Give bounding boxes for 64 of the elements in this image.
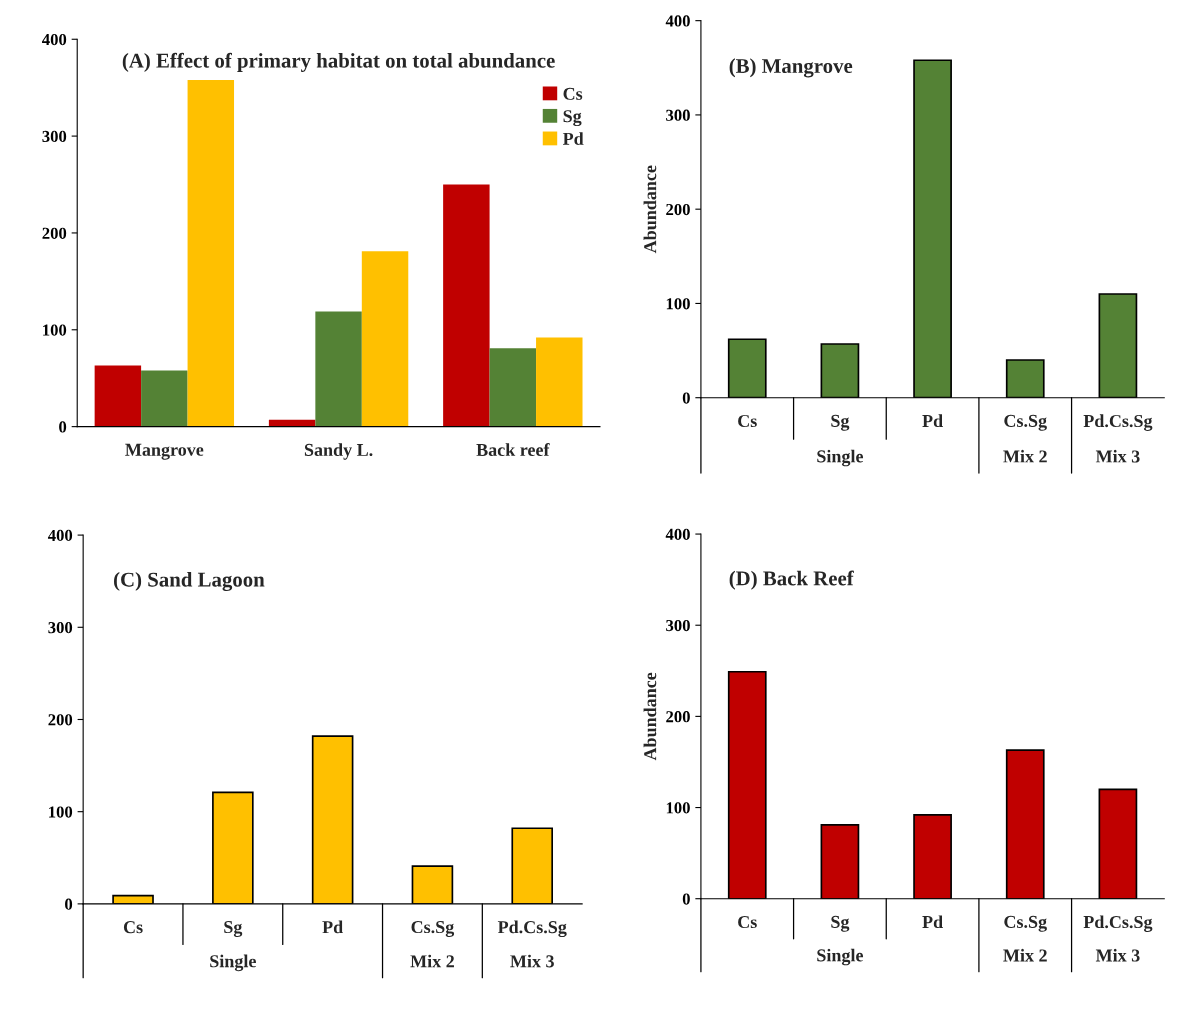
text: (C) Sand Lagoon	[114, 571, 265, 592]
y-tick-label: 300	[666, 109, 690, 121]
y-tick-label: 0	[682, 893, 690, 905]
x-tick-label: Pd.Cs.Sg	[1083, 915, 1153, 932]
x-tick-label: Pd	[922, 414, 943, 428]
y-tick-label: 100	[666, 298, 690, 310]
x-tick-label: Pd.Cs.Sg	[1083, 414, 1153, 431]
text: Mix 2	[410, 954, 454, 968]
y-tick-label: 300	[48, 621, 73, 634]
bar	[443, 184, 490, 427]
y-axis-title: Abundance	[643, 165, 657, 254]
bar	[141, 370, 188, 427]
text: Single	[210, 954, 256, 972]
bar	[187, 79, 235, 427]
x-tick-label: Cs	[738, 414, 757, 428]
bar	[361, 251, 409, 427]
bar	[536, 337, 583, 427]
y-tick-label: 300	[42, 130, 67, 143]
text: Mix 3	[1095, 948, 1140, 962]
x-tick-label: Sg	[831, 414, 850, 431]
y-tick-label: 400	[42, 33, 67, 46]
y-tick-label: 200	[666, 711, 690, 723]
y-tick-label: 400	[665, 528, 690, 541]
y-tick-label: 100	[43, 324, 67, 336]
y-tick-label: 0	[65, 898, 73, 910]
bar	[315, 311, 362, 427]
x-tick-label: Pd	[322, 920, 343, 934]
y-tick-label: 0	[59, 421, 67, 433]
x-tick-label: Sandy L.	[304, 443, 373, 460]
bar	[489, 348, 537, 427]
y-tick-label: 100	[49, 806, 73, 818]
text: Mix 3	[1095, 449, 1140, 463]
legend-label: Sg	[563, 110, 582, 127]
text: (D) Back Reef	[729, 570, 854, 590]
bar	[94, 365, 142, 427]
y-axis-title: Abundance	[643, 672, 657, 761]
x-tick-label: Cs	[123, 921, 143, 934]
legend-label: Pd	[562, 132, 584, 145]
legend-label: Cs	[563, 87, 583, 100]
x-tick-label: Mangrove	[125, 443, 204, 460]
y-tick-label: 100	[666, 802, 690, 814]
x-tick-label: Cs.Sg	[1004, 414, 1047, 431]
x-tick-label: Sg	[831, 915, 850, 932]
y-tick-label: 400	[47, 529, 73, 542]
text: Mix 3	[510, 954, 554, 968]
y-tick-label: 300	[666, 619, 690, 632]
text: Mix 2	[1003, 449, 1047, 463]
y-tick-label: 200	[666, 203, 690, 216]
x-tick-label: Pd	[922, 915, 943, 929]
y-tick-label: 0	[682, 392, 690, 404]
text: Mix 2	[1003, 948, 1047, 962]
x-tick-label: Pd.Cs.Sg	[497, 920, 567, 938]
y-tick-label: 400	[665, 15, 690, 27]
text: Single	[817, 948, 864, 966]
x-tick-label: Cs.Sg	[1004, 915, 1047, 932]
text: (B) Mangrove	[729, 58, 853, 78]
y-tick-label: 200	[42, 227, 67, 239]
x-tick-label: Back reef	[476, 443, 550, 456]
x-tick-label: Sg	[224, 920, 243, 937]
x-tick-label: Cs.Sg	[411, 920, 455, 937]
text: (A) Effect of primary habitat on total abundance	[122, 52, 555, 72]
y-tick-label: 200	[48, 714, 73, 726]
text: Single	[817, 449, 864, 467]
x-tick-label: Cs	[738, 915, 757, 929]
